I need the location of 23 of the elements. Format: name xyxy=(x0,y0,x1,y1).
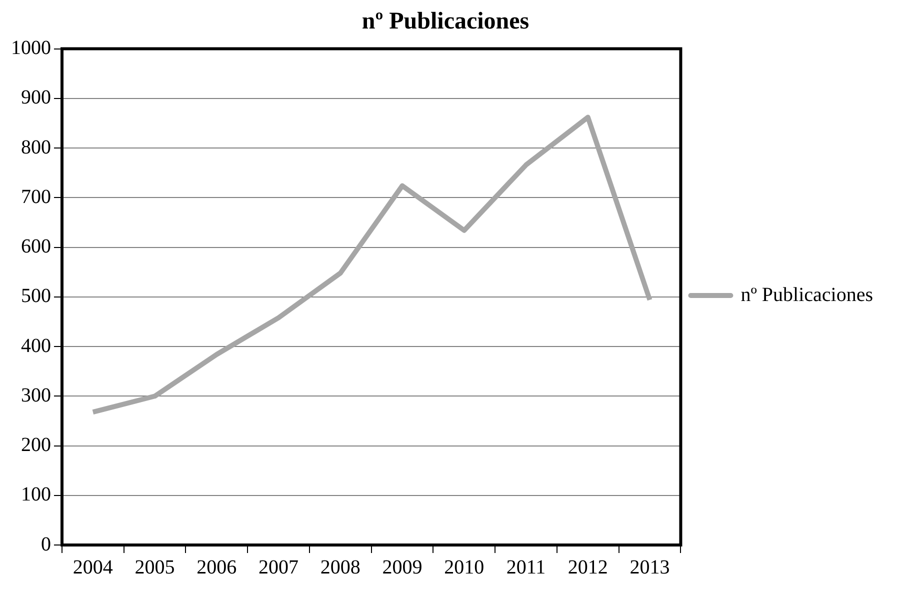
x-tick-label: 2005 xyxy=(134,556,175,578)
y-tick-label: 1000 xyxy=(11,37,51,60)
y-tick-label: 700 xyxy=(21,186,51,208)
y-tick-label: 800 xyxy=(21,136,51,158)
x-tick-label: 2012 xyxy=(568,556,608,578)
y-tick-label: 400 xyxy=(21,334,51,357)
y-tick-label: 900 xyxy=(21,86,51,109)
x-tick-label: 2011 xyxy=(506,556,546,578)
y-tick-label: 600 xyxy=(21,236,51,258)
y-tick-label: 300 xyxy=(21,384,51,406)
x-tick-label: 2010 xyxy=(444,556,484,578)
y-tick-label: 200 xyxy=(21,434,51,456)
legend-label: nº Publicaciones xyxy=(740,284,874,306)
x-tick-label: 2009 xyxy=(382,556,422,578)
chart-title: nº Publicaciones xyxy=(362,8,530,35)
y-tick-label: 500 xyxy=(21,285,51,308)
y-tick-label: 0 xyxy=(41,533,51,556)
x-tick-label: 2004 xyxy=(72,556,113,578)
y-tick-label: 100 xyxy=(21,484,51,506)
x-tick-label: 2013 xyxy=(630,556,670,578)
x-tick-label: 2006 xyxy=(196,556,237,578)
x-tick-label: 2007 xyxy=(258,556,299,578)
x-tick-label: 2008 xyxy=(320,556,360,578)
